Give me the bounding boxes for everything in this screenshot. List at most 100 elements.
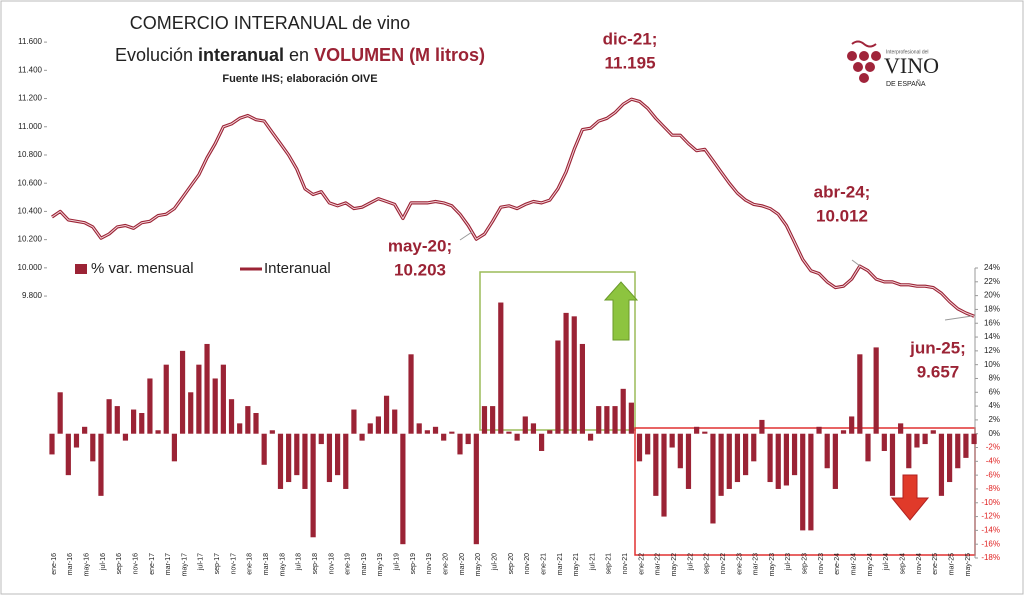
down-arrow (890, 474, 930, 521)
annotation-leader (851, 259, 861, 267)
bar (743, 433, 749, 476)
x-tick-label: mar-23 (753, 553, 760, 575)
x-tick-label: ene-23 (736, 553, 743, 575)
bar (457, 433, 463, 455)
bar (898, 423, 904, 434)
bar (392, 409, 398, 434)
bar (685, 433, 692, 489)
x-tick-label: mar-18 (263, 553, 270, 575)
x-tick-label: ene-22 (638, 553, 645, 575)
bar (775, 433, 781, 489)
bar (432, 426, 439, 434)
bar (261, 433, 267, 465)
x-tick-label: jul-23 (785, 553, 792, 571)
y2-tick-label: -16% (981, 539, 1000, 548)
bar (245, 406, 251, 434)
x-tick-label: nov-16 (132, 553, 139, 575)
bar (539, 433, 545, 451)
bar (849, 416, 855, 434)
bar (424, 430, 430, 434)
x-tick-label: mar-17 (165, 553, 172, 575)
x-tick-label: mar-19 (361, 553, 368, 575)
line-highlight (51, 98, 975, 317)
subtitle: Fuente IHS; elaboración OIVE (222, 73, 377, 85)
bar (604, 406, 610, 434)
annotation: 11.195 (604, 53, 655, 72)
legend-label: % var. mensual (91, 260, 194, 277)
x-tick-label: jul-22 (687, 553, 694, 571)
bar (661, 433, 667, 517)
x-tick-label: nov-18 (328, 553, 335, 575)
x-tick-label: may-25 (965, 553, 972, 576)
bar (857, 354, 863, 434)
y2-tick-label: -6% (986, 470, 1000, 479)
y2-tick-label: -10% (981, 498, 1000, 507)
bar (400, 433, 406, 545)
bar (530, 423, 537, 434)
y2-tick-label: 0% (988, 429, 1000, 438)
bar (277, 433, 284, 489)
x-tick-label: jul-17 (198, 553, 205, 571)
bar (824, 433, 830, 469)
bar (783, 433, 789, 486)
bar (122, 433, 129, 441)
x-tick-label: mar-25 (948, 553, 955, 575)
bar (57, 392, 63, 434)
x-tick-label: jul-21 (589, 553, 596, 571)
bar (114, 406, 120, 434)
y-tick-label: 11.000 (18, 122, 42, 131)
bar (147, 378, 153, 434)
y2-tick-label: 14% (984, 332, 1000, 341)
bar (367, 423, 373, 434)
up-arrow (603, 281, 639, 341)
x-tick-label: may-20 (475, 553, 482, 576)
bar (840, 430, 847, 434)
bar (449, 431, 455, 434)
bar (318, 433, 324, 445)
annotation: jun-25; (909, 338, 966, 357)
title-part: Evolución (115, 45, 198, 65)
logo-tilde (851, 40, 877, 48)
y2-tick-label: -12% (981, 512, 1000, 521)
x-tick-label: ene-16 (51, 553, 58, 575)
bar (465, 433, 471, 445)
x-tick-label: may-22 (671, 553, 678, 576)
logo-text: Interprofesional del (886, 49, 929, 55)
x-tick-label: nov-17 (230, 553, 237, 575)
bar (791, 433, 798, 476)
bar (171, 433, 177, 462)
bar (718, 433, 724, 496)
bar (269, 430, 275, 434)
legend-label: Interanual (264, 260, 331, 277)
bar (873, 347, 879, 434)
bar (522, 416, 528, 434)
bar (587, 433, 594, 441)
y-tick-label: 10.800 (18, 150, 43, 159)
x-tick-label: nov-20 (524, 553, 531, 575)
bar (938, 433, 945, 496)
title-part: VOLUMEN (M litros) (314, 45, 485, 65)
bar (865, 433, 871, 462)
bar (335, 433, 341, 476)
bar (645, 433, 651, 455)
grape (865, 62, 875, 72)
x-tick-label: jul-24 (883, 553, 890, 571)
bar (196, 364, 202, 434)
grape (859, 51, 869, 61)
y2-tick-label: -8% (986, 484, 1000, 493)
bar (90, 433, 96, 462)
bar (881, 433, 887, 451)
x-tick-label: mar-21 (557, 553, 564, 575)
bar (579, 343, 585, 434)
bar (612, 406, 618, 434)
bar (947, 433, 953, 483)
x-tick-label: nov-22 (720, 553, 727, 575)
title-part: en (284, 45, 314, 65)
title-part: interanual (198, 45, 284, 65)
y2-tick-label: 18% (984, 305, 1000, 314)
bar (922, 433, 928, 445)
legend-swatch (75, 264, 87, 274)
bar (179, 350, 186, 434)
x-tick-label: sep-18 (312, 553, 319, 575)
bar (359, 433, 365, 441)
